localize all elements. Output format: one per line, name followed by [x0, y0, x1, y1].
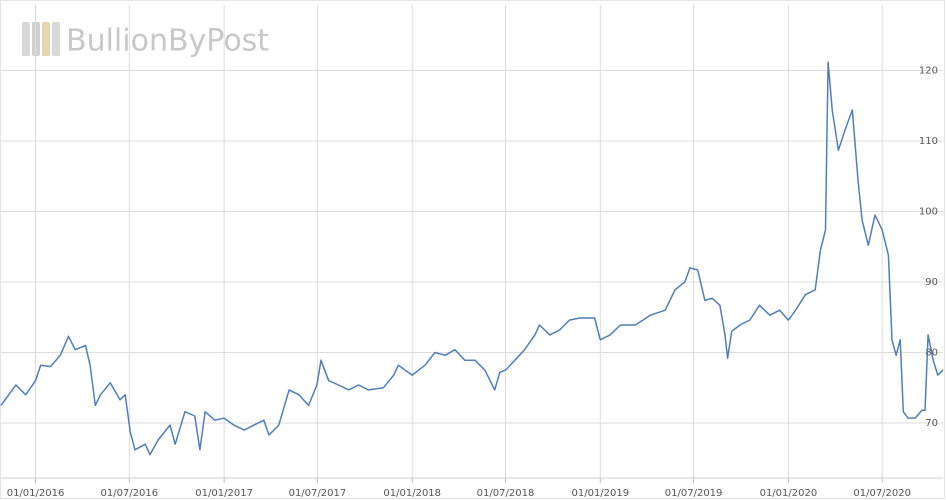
- y-tick-label: 100: [919, 207, 938, 218]
- y-tick-label: 90: [925, 277, 938, 288]
- x-tick-label: 01/01/2016: [7, 488, 65, 499]
- y-tick-label: 70: [925, 418, 938, 429]
- watermark: BullionByPost: [66, 24, 269, 59]
- x-tick-label: 01/01/2020: [760, 488, 818, 499]
- x-tick-label: 01/07/2019: [665, 488, 723, 499]
- price-line: [0, 61, 944, 456]
- y-tick-label: 120: [919, 66, 938, 77]
- x-tick-label: 01/01/2017: [195, 488, 253, 499]
- x-tick-label: 01/01/2019: [571, 488, 629, 499]
- x-tick-label: 01/07/2017: [289, 488, 347, 499]
- x-tick-label: 01/07/2016: [100, 488, 158, 499]
- y-tick-label: 110: [919, 136, 938, 147]
- x-tick-label: 01/07/2020: [853, 488, 911, 499]
- x-tick-label: 01/07/2018: [477, 488, 535, 499]
- x-tick-label: 01/01/2018: [383, 488, 441, 499]
- logo-icon: [22, 22, 60, 56]
